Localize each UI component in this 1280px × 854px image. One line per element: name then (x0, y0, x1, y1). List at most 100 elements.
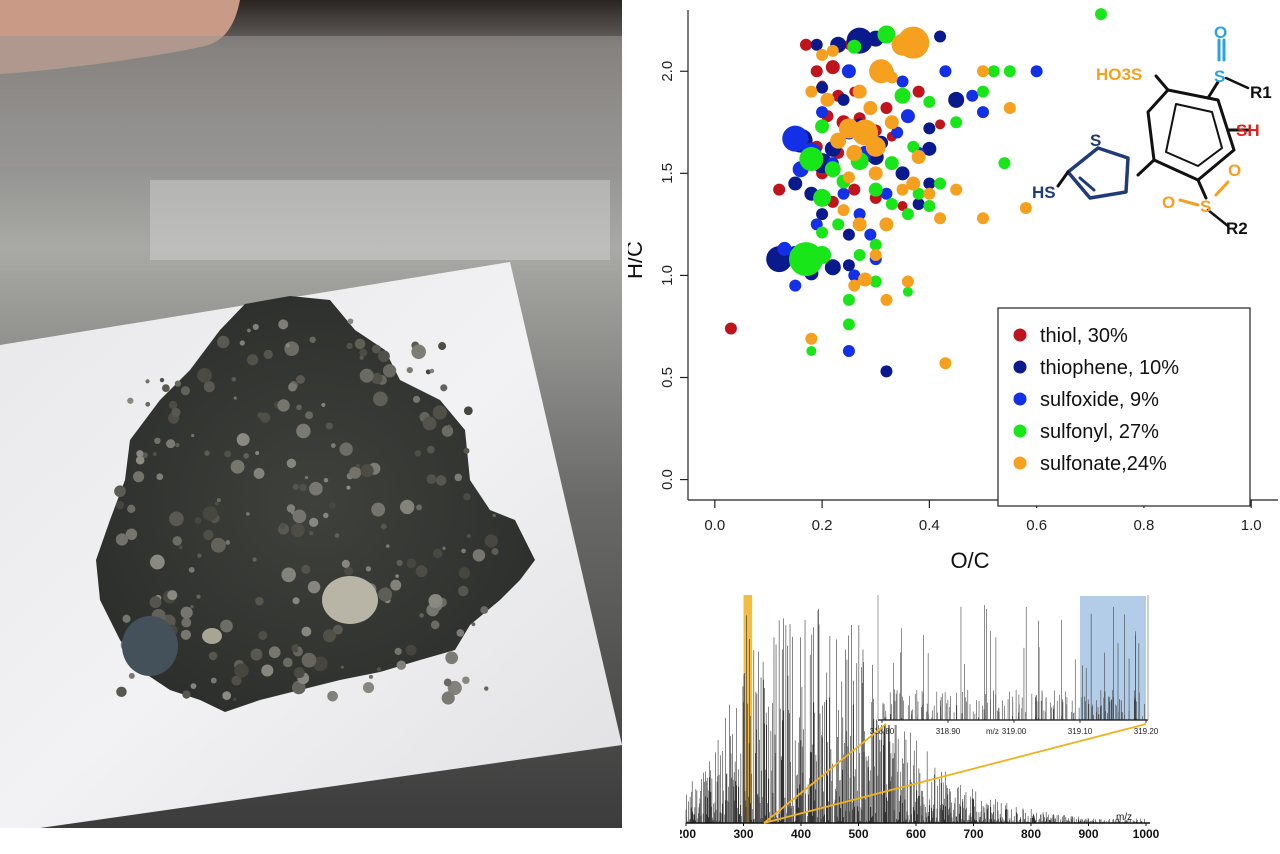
chondrule (246, 354, 259, 366)
chondrule (360, 464, 374, 478)
chondrule (305, 411, 313, 420)
thiophene-point (824, 259, 841, 276)
chondrule (359, 368, 374, 383)
chondrule (172, 536, 182, 546)
sulfoxide-point (789, 279, 802, 292)
sulfoxide-point (939, 65, 952, 78)
chondrule (114, 485, 126, 498)
chondrule (115, 533, 129, 546)
thiophene-point (788, 176, 803, 191)
sulfonyl-point (853, 249, 866, 261)
chondrule (463, 447, 470, 454)
chondrule (159, 377, 165, 383)
chondrule (166, 439, 176, 449)
chondrule (371, 373, 383, 385)
chondrule (252, 323, 259, 331)
ms-x-tick-label: 900 (1078, 827, 1098, 840)
sulfonate-point (977, 212, 989, 225)
sulfonate-point (852, 84, 867, 99)
chondrule (127, 397, 134, 404)
chondrule (414, 450, 422, 457)
chondrule (152, 452, 157, 456)
sulfonate-point (805, 85, 818, 98)
chondrule (169, 511, 184, 527)
chondrule (322, 629, 337, 643)
chondrule (396, 559, 403, 566)
sulfonate-point (923, 187, 936, 200)
chondrule (127, 504, 136, 514)
thiophene-point (948, 91, 965, 108)
thiol-point (848, 183, 861, 196)
chondrule (406, 366, 413, 374)
sulfonyl-point (815, 119, 830, 134)
legend-label-thiol: thiol, 30% (1040, 325, 1128, 347)
thiophene-point (912, 197, 925, 210)
zoom-line-right (763, 723, 1147, 824)
chondrule (307, 580, 321, 594)
chondrule (252, 557, 257, 562)
chondrule (284, 341, 300, 357)
sulfonate-point (977, 65, 989, 78)
sulfoxide-point (837, 187, 850, 200)
chondrule (312, 656, 328, 672)
chondrule (466, 533, 471, 539)
chondrule (291, 523, 305, 538)
chondrule (443, 678, 452, 687)
chondrule (359, 355, 364, 360)
chondrule (309, 481, 323, 496)
thiol-point (800, 38, 812, 51)
sulfonyl-point (894, 87, 911, 104)
chondrule (430, 620, 440, 630)
thiol-point (773, 183, 786, 196)
chondrule (412, 395, 421, 403)
chondrule (447, 424, 451, 428)
thiophene-point (842, 259, 855, 272)
chondrule (210, 677, 217, 684)
chondrule (279, 522, 286, 529)
chondrule (339, 442, 353, 456)
chondrule (261, 664, 274, 677)
sulfoxide-point (842, 344, 855, 357)
mass-spectrum: 2003004005006007008009001000 m/z 318.803… (680, 595, 1160, 840)
thiophene-point (816, 208, 829, 221)
inset-ticks: 318.80 318.90 319.00 319.10 319.20 (870, 720, 1159, 736)
sulfonyl-point (799, 147, 824, 172)
chondrule (180, 606, 193, 619)
bond-link (1136, 158, 1156, 177)
chondrule (259, 412, 271, 423)
thiophene-point (922, 141, 937, 156)
chondrule (292, 597, 300, 605)
van-krevelen-plot: 0.0 0.5 1.0 1.5 2.0 0.0 0.2 0.4 0.6 0.8 1.0 H/C O… (628, 8, 1278, 573)
y-tick-label: 2.0 (659, 61, 676, 82)
sulfoxide-point (891, 126, 904, 139)
chondrule (167, 590, 178, 601)
sulfonate-point (911, 150, 926, 164)
y-tick-label: 0.0 (659, 469, 676, 490)
chondrule (365, 566, 372, 572)
sulfonate-point (1003, 102, 1016, 114)
chondrule (472, 549, 486, 562)
sulfonate-point (934, 212, 947, 225)
chondrule (236, 433, 250, 447)
legend-label-thiophene: thiophene, 10% (1040, 357, 1179, 379)
y-ticks: 0.0 0.5 1.0 1.5 2.0 (659, 61, 688, 490)
chondrule (323, 512, 329, 519)
label-o-left: O (1162, 193, 1175, 212)
sulfonyl-point (934, 177, 947, 190)
chondrule (149, 596, 162, 609)
ms-x-ticks: 200 300 400 500 600 700 800 900 1000 (680, 823, 1160, 840)
sulfonate-point (863, 101, 878, 115)
chondrule (268, 646, 281, 659)
chondrule (386, 544, 390, 548)
meteorite-rock (96, 296, 535, 712)
sulfonyl-point (1095, 8, 1107, 21)
inset-x-label: m/z (986, 727, 999, 736)
chondrule (456, 629, 465, 637)
sulfonyl-point (816, 226, 829, 239)
chondrule (422, 416, 437, 431)
chondrule (255, 451, 260, 455)
inset-peaks (882, 605, 1145, 720)
chondrule (231, 376, 237, 382)
chondrule (161, 384, 170, 393)
sulfonate-point (838, 118, 859, 139)
